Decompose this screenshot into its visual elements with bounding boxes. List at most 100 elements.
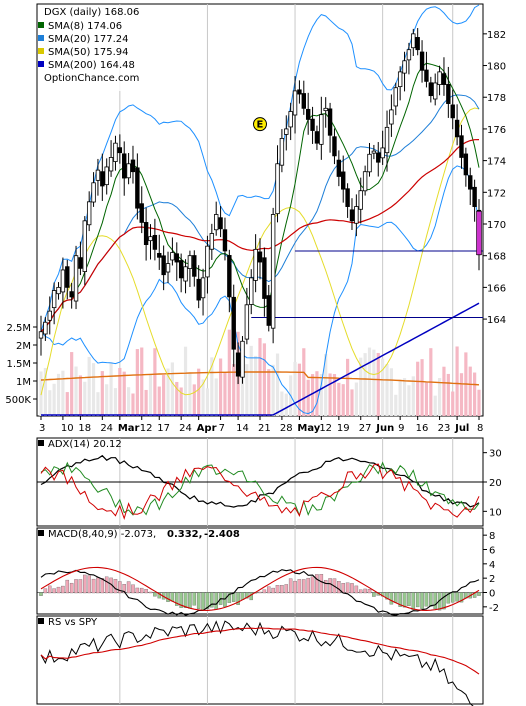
- volume-bar: [284, 393, 288, 416]
- candle-body: [240, 340, 245, 378]
- rs-label: RS vs SPY: [48, 617, 98, 628]
- candle-body: [406, 49, 412, 61]
- volume-axis-label: 1.5M: [6, 359, 31, 370]
- candle-body: [393, 87, 398, 107]
- legend-label: SMA(50) 175.94: [48, 47, 129, 58]
- legend-background: [38, 5, 150, 91]
- volume-bar: [56, 373, 61, 416]
- volume-bar: [297, 363, 302, 416]
- candle-body: [108, 157, 114, 172]
- volume-bar: [262, 343, 266, 416]
- volume-bar: [437, 378, 442, 416]
- candle-body: [327, 108, 333, 136]
- candle-body: [235, 352, 241, 377]
- candle-body: [100, 171, 105, 187]
- candle-body: [143, 222, 149, 245]
- macd-histogram-bar: [144, 589, 148, 594]
- macd-histogram-bar: [210, 592, 214, 608]
- volume-bar: [442, 366, 446, 416]
- macd-histogram-bar: [420, 592, 424, 609]
- candle-body: [60, 269, 66, 293]
- macd-axis-label: 6: [489, 546, 495, 557]
- volume-bar: [424, 382, 429, 416]
- candle-body: [183, 266, 188, 282]
- macd-histogram-bar: [459, 592, 464, 603]
- candle-body: [468, 175, 473, 190]
- legend-swatch: [38, 22, 44, 28]
- x-tick-label: 28: [280, 423, 293, 434]
- candle-body: [51, 290, 57, 309]
- candle-body: [231, 296, 236, 350]
- macd-histogram-bar: [385, 592, 389, 600]
- macd-histogram-bar: [122, 584, 126, 594]
- volume-bar: [183, 346, 188, 416]
- volume-bar: [170, 362, 174, 416]
- macd-histogram-bar: [205, 592, 210, 610]
- adx-legend-swatch: [38, 440, 44, 446]
- macd-histogram-bar: [258, 591, 262, 594]
- y-tick-label: 182: [487, 30, 506, 41]
- volume-bar: [271, 364, 275, 416]
- macd-histogram-bar: [424, 592, 429, 607]
- macd-histogram-value: -2.408: [204, 529, 240, 540]
- candle-body: [354, 206, 359, 224]
- price-legend: DGX (daily) 168.06 SMA(8) 174.06 SMA(20) 1…: [38, 5, 150, 91]
- candle-body: [56, 286, 61, 295]
- volume-bar: [332, 374, 337, 416]
- macd-histogram-bar: [433, 592, 437, 609]
- macd-histogram-bar: [175, 592, 179, 606]
- candle-body: [367, 153, 372, 173]
- candle-body: [122, 153, 127, 179]
- volume-bar: [240, 352, 245, 416]
- candle-body: [205, 245, 210, 278]
- candle-body: [432, 82, 438, 100]
- macd-histogram-bar: [69, 582, 74, 594]
- macd-histogram-bar: [297, 579, 302, 594]
- volume-bar: [223, 372, 227, 416]
- volume-bar: [306, 379, 310, 416]
- candle-body: [78, 257, 83, 269]
- legend-label: SMA(8) 174.06: [48, 21, 122, 32]
- minus-di-line: [40, 463, 480, 521]
- macd-histogram-bar: [411, 592, 416, 611]
- candle-body: [170, 252, 175, 261]
- volume-bar: [148, 373, 153, 416]
- candle-body: [472, 186, 477, 207]
- candle-body: [200, 277, 206, 299]
- x-tick-label: 3: [39, 423, 45, 434]
- x-tick-label: 10: [61, 423, 74, 434]
- rs-average-line: [40, 627, 480, 675]
- macd-histogram-bar: [91, 578, 96, 594]
- macd-histogram-bar: [166, 592, 170, 602]
- candle-body: [415, 37, 420, 51]
- candle-body: [384, 126, 390, 154]
- candle-body: [419, 51, 425, 71]
- volume-bar: [249, 345, 253, 416]
- volume-bar: [477, 389, 481, 416]
- x-tick-label: Mar: [118, 423, 140, 434]
- volume-bar: [118, 367, 122, 416]
- volume-bar: [105, 384, 109, 416]
- volume-bar: [328, 373, 332, 416]
- candle-body: [310, 118, 315, 131]
- macd-histogram-bar: [293, 580, 297, 594]
- volume-bar: [153, 348, 157, 416]
- y-tick-label: 172: [487, 188, 506, 199]
- candle-body: [319, 114, 324, 145]
- x-tick-label: 18: [78, 423, 91, 434]
- macd-histogram-bar: [56, 586, 61, 594]
- macd-histogram-bar: [363, 588, 367, 594]
- macd-histogram-bar: [83, 574, 87, 594]
- volume-axis-label: 500K: [5, 395, 31, 406]
- candle-body: [349, 209, 355, 222]
- volume-bar: [179, 387, 183, 416]
- candle-body: [178, 260, 184, 279]
- volume-bar: [346, 358, 350, 416]
- legend-swatch: [38, 35, 44, 41]
- macd-histogram-bar: [135, 587, 140, 594]
- candle-body: [209, 233, 215, 250]
- candle-body: [428, 82, 434, 97]
- volume-bar: [455, 346, 459, 416]
- candle-body: [305, 108, 311, 120]
- candle-body: [358, 190, 363, 210]
